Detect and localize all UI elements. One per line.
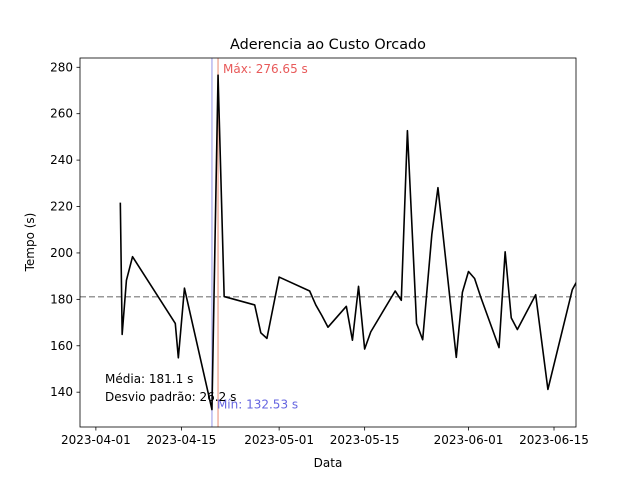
- x-axis-label: Data: [314, 456, 343, 470]
- y-tick-label: 200: [50, 246, 73, 260]
- x-tick-label: 2023-05-15: [330, 433, 400, 447]
- y-tick-label: 280: [50, 60, 73, 74]
- plot-data-group: [80, 58, 576, 427]
- y-tick-label: 240: [50, 153, 73, 167]
- series-line-0: [119, 74, 576, 411]
- plot-area: Máx: 276.65 s Mín: 132.53 s 140 160 180 200 22…: [50, 57, 589, 447]
- y-tick-label: 140: [50, 385, 73, 399]
- max-label: Máx: 276.65 s: [223, 62, 308, 76]
- std-annotation: Desvio padrão: 26.2 s: [105, 390, 236, 404]
- x-tick-label: 2023-06-15: [519, 433, 589, 447]
- x-tick-label: 2023-06-01: [434, 433, 504, 447]
- x-tick-label: 2023-04-15: [147, 433, 217, 447]
- y-tick-label: 260: [50, 107, 73, 121]
- chart-title: Aderencia ao Custo Orcado: [230, 37, 426, 53]
- min-label: Mín: 132.53 s: [217, 398, 298, 412]
- y-axis-label: Tempo (s): [23, 213, 37, 273]
- x-tick-label: 2023-05-01: [244, 433, 314, 447]
- axes-frame: [79, 57, 577, 428]
- y-tick-label: 160: [50, 339, 73, 353]
- y-tick-label: 180: [50, 292, 73, 306]
- mean-annotation: Média: 181.1 s: [105, 372, 193, 386]
- y-tick-label: 220: [50, 200, 73, 214]
- x-tick-label: 2023-04-01: [61, 433, 131, 447]
